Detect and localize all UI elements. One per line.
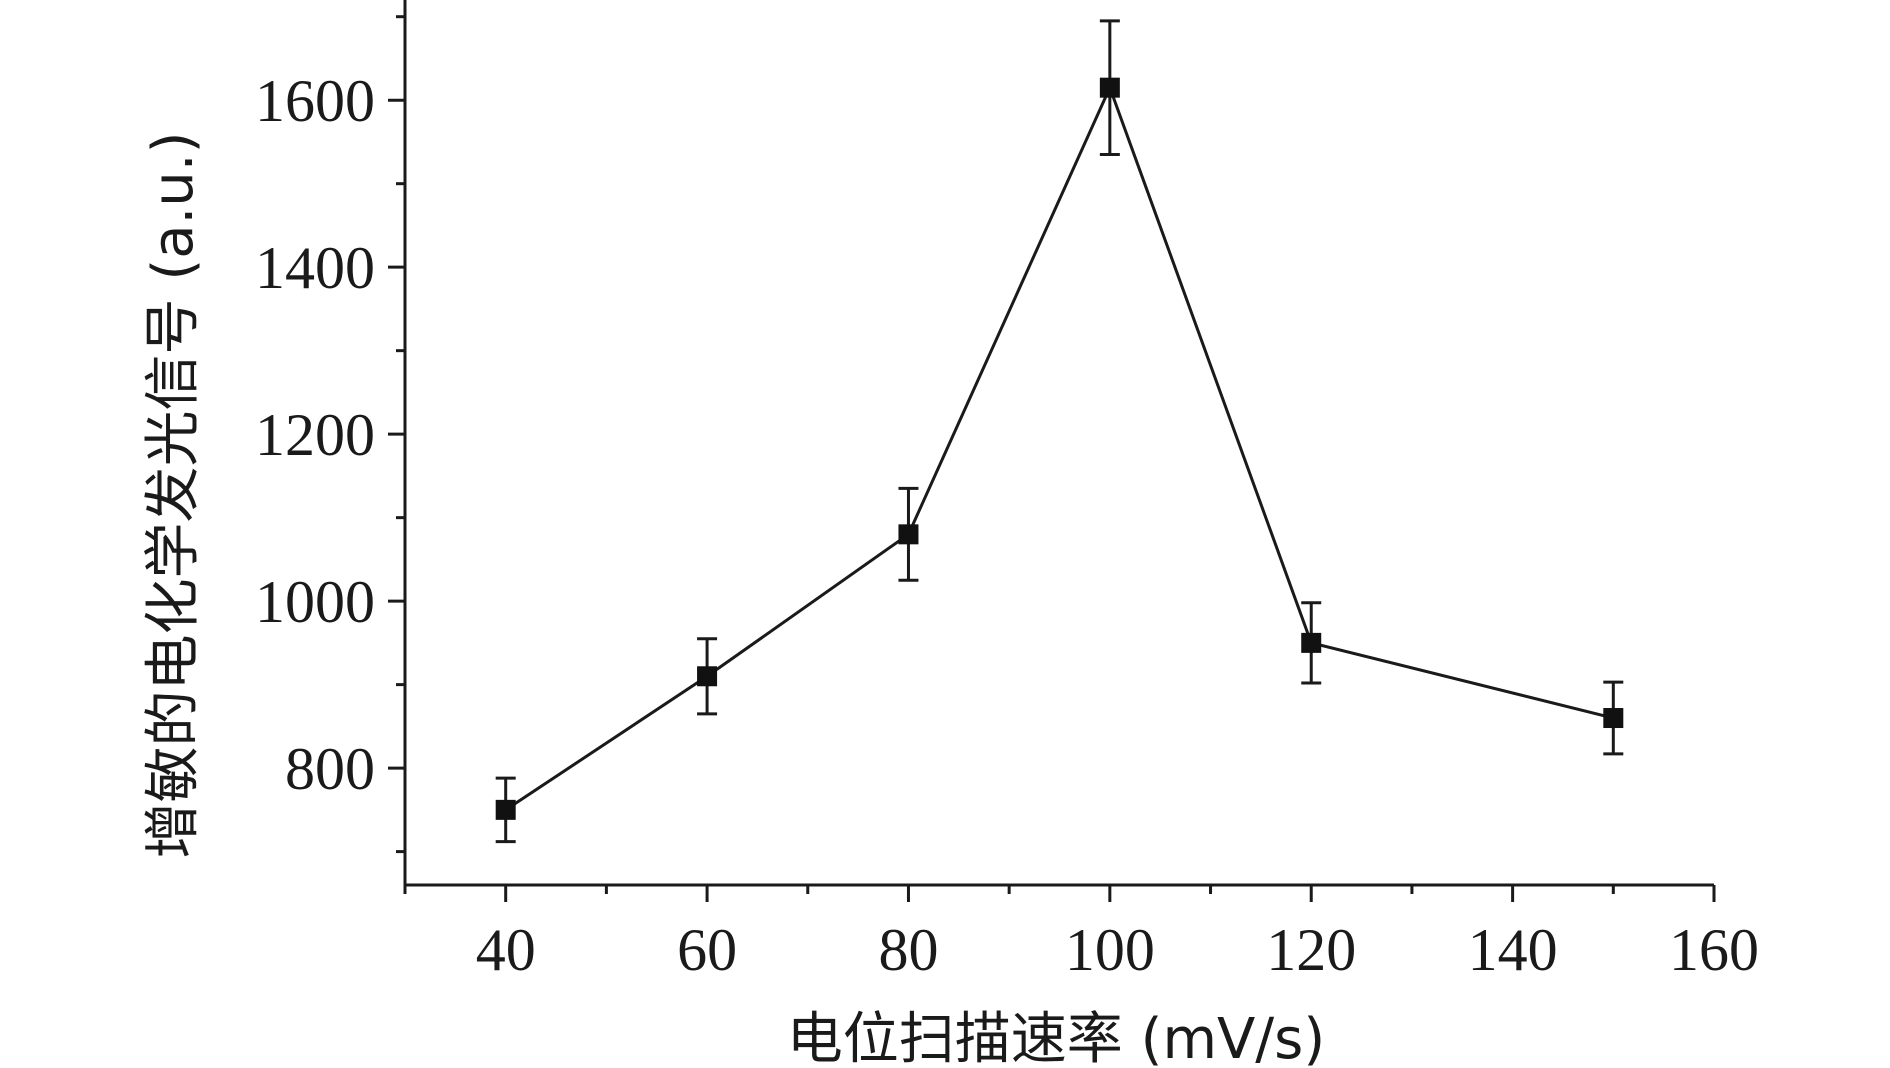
y-tick-label: 1600 xyxy=(255,68,375,134)
x-tick-label: 100 xyxy=(1065,917,1155,983)
data-point xyxy=(697,666,718,687)
y-tick-label: 800 xyxy=(285,736,375,802)
x-tick-label: 140 xyxy=(1468,917,1558,983)
data-point xyxy=(1301,632,1322,653)
x-tick-label: 120 xyxy=(1266,917,1356,983)
y-axis-title: 增敏的电化学发光信号 (a.u.) xyxy=(141,132,206,859)
x-tick-label: 80 xyxy=(878,917,938,983)
y-tick-label: 1400 xyxy=(255,235,375,301)
data-point xyxy=(1099,77,1120,98)
plot-area xyxy=(495,19,1624,844)
data-point xyxy=(898,524,919,545)
x-axis-title: 电位扫描速率 (mV/s) xyxy=(787,1007,1325,1068)
x-tick-label: 40 xyxy=(476,917,536,983)
x-ticks: 40 60 80 100 120 140 160 xyxy=(403,885,1759,983)
x-tick-label: 160 xyxy=(1669,917,1759,983)
x-tick-label: 60 xyxy=(677,917,737,983)
y-ticks: 800 1000 1200 1400 1600 xyxy=(255,15,405,854)
axes xyxy=(403,0,1714,887)
y-tick-label: 1200 xyxy=(255,402,375,468)
data-point xyxy=(495,799,516,820)
data-point xyxy=(1603,708,1624,729)
series-line xyxy=(504,83,1614,812)
y-tick-label: 1000 xyxy=(255,569,375,635)
